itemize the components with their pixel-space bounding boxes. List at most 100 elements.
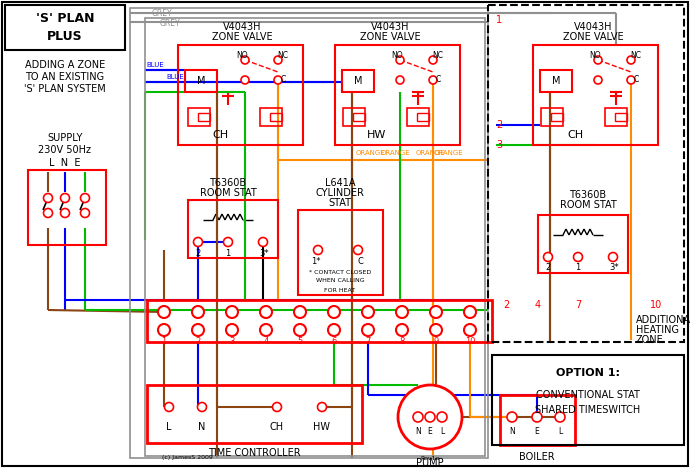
Circle shape (81, 193, 90, 203)
Bar (198, 113, 210, 121)
Text: BLUE: BLUE (166, 74, 184, 80)
Text: CH: CH (270, 422, 284, 432)
Text: 230V 50Hz: 230V 50Hz (39, 145, 92, 155)
Circle shape (328, 306, 340, 318)
Circle shape (609, 253, 618, 262)
Circle shape (259, 237, 268, 247)
Text: 5: 5 (297, 337, 303, 346)
Circle shape (313, 246, 322, 255)
Text: V4043H: V4043H (371, 22, 409, 32)
Text: 3: 3 (496, 140, 502, 150)
Circle shape (192, 324, 204, 336)
Text: ORANGE: ORANGE (355, 150, 385, 156)
Text: 1*: 1* (311, 257, 321, 266)
Bar (270, 113, 282, 121)
Text: SUPPLY: SUPPLY (48, 133, 83, 143)
Text: ZONE: ZONE (636, 335, 664, 345)
Text: 2: 2 (503, 300, 509, 310)
Circle shape (398, 385, 462, 449)
Circle shape (532, 412, 542, 422)
Text: 9: 9 (433, 337, 439, 346)
Circle shape (61, 209, 70, 218)
Bar (533, 45, 658, 145)
Text: NO: NO (589, 51, 601, 59)
Bar (417, 113, 429, 121)
Bar (185, 70, 217, 92)
Text: L: L (440, 426, 444, 436)
Bar (178, 45, 303, 145)
Circle shape (594, 56, 602, 64)
Text: 3*: 3* (259, 249, 269, 257)
Bar (540, 70, 572, 92)
Text: GREY: GREY (160, 19, 181, 28)
Text: N: N (509, 426, 515, 436)
Bar (147, 300, 492, 342)
Circle shape (353, 246, 362, 255)
Bar (615, 113, 627, 121)
Circle shape (241, 56, 249, 64)
Text: 'S' PLAN: 'S' PLAN (36, 13, 95, 25)
Circle shape (164, 402, 173, 411)
Circle shape (43, 209, 52, 218)
Text: 8: 8 (400, 337, 405, 346)
Text: * CONTACT CLOSED: * CONTACT CLOSED (309, 270, 371, 275)
Text: TIME CONTROLLER: TIME CONTROLLER (208, 448, 300, 458)
Text: CONVENTIONAL STAT: CONVENTIONAL STAT (536, 390, 640, 400)
Text: 4: 4 (264, 337, 268, 346)
Circle shape (627, 56, 635, 64)
Text: M: M (197, 76, 205, 86)
Bar (353, 113, 365, 121)
Text: 1: 1 (496, 15, 502, 25)
Circle shape (396, 324, 408, 336)
Bar (188, 200, 278, 258)
Circle shape (555, 412, 565, 422)
Circle shape (544, 253, 553, 262)
Bar (541, 108, 563, 126)
Circle shape (158, 324, 170, 336)
Circle shape (430, 306, 442, 318)
Text: 'S' PLAN SYSTEM: 'S' PLAN SYSTEM (24, 84, 106, 94)
Text: T6360B: T6360B (210, 178, 246, 188)
Text: C: C (357, 257, 363, 266)
Text: Rev1a: Rev1a (420, 455, 440, 461)
Circle shape (429, 76, 437, 84)
Text: ORANGE: ORANGE (433, 150, 463, 156)
Bar (407, 108, 429, 126)
Circle shape (464, 324, 476, 336)
Text: 7: 7 (575, 300, 581, 310)
Text: BOILER: BOILER (519, 452, 555, 462)
Text: 2: 2 (195, 249, 201, 257)
Bar (145, 18, 485, 456)
Text: TO AN EXISTING: TO AN EXISTING (26, 72, 105, 82)
Bar (342, 70, 374, 92)
Text: PLUS: PLUS (47, 30, 83, 44)
Bar (335, 45, 460, 145)
Text: 2: 2 (496, 120, 502, 130)
Text: T6360B: T6360B (569, 190, 607, 200)
Text: 7: 7 (365, 337, 371, 346)
Circle shape (413, 412, 423, 422)
Text: FOR HEAT: FOR HEAT (324, 287, 355, 292)
Text: CYLINDER: CYLINDER (315, 188, 364, 198)
Text: PUMP: PUMP (416, 458, 444, 468)
Bar (343, 108, 365, 126)
Text: N: N (415, 426, 421, 436)
Circle shape (260, 324, 272, 336)
Text: L641A: L641A (325, 178, 355, 188)
Bar (5, 5, 125, 50)
Text: 2: 2 (195, 337, 201, 346)
Text: M: M (552, 76, 560, 86)
Text: V4043H: V4043H (223, 22, 262, 32)
Circle shape (274, 56, 282, 64)
Text: E: E (428, 426, 433, 436)
Circle shape (396, 56, 404, 64)
Text: ROOM STAT: ROOM STAT (560, 200, 616, 210)
Text: 3*: 3* (609, 263, 619, 272)
Circle shape (362, 306, 374, 318)
Circle shape (396, 76, 404, 84)
Text: 1: 1 (575, 263, 580, 272)
Bar (551, 113, 563, 121)
Text: ORANGE: ORANGE (415, 150, 445, 156)
Bar (492, 355, 684, 445)
Text: 10: 10 (465, 337, 475, 346)
